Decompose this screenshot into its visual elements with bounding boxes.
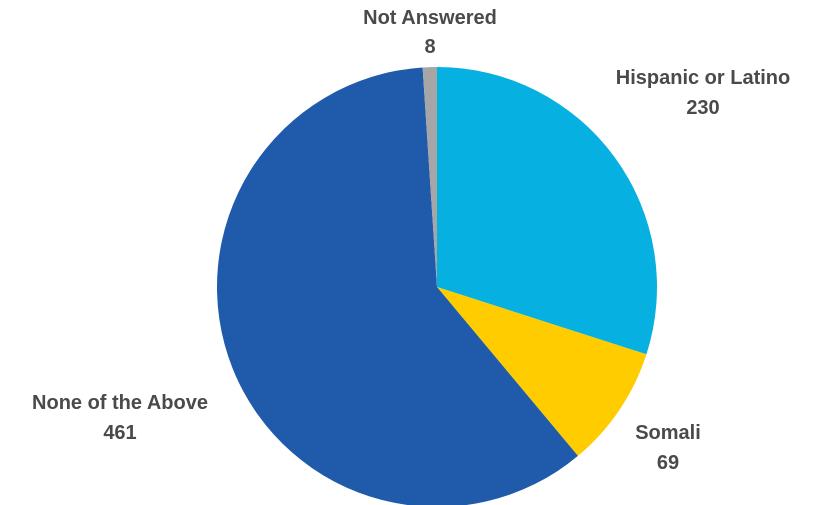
slice-label-none-of-the-above: None of the Above 461 <box>32 392 208 444</box>
slice-label-value: 461 <box>103 422 136 444</box>
pie-slices <box>216 67 657 505</box>
slice-label-name: Hispanic or Latino <box>616 67 790 89</box>
slice-label-somali: Somali 69 <box>635 422 701 474</box>
slice-label-name: Somali <box>635 422 701 444</box>
slice-label-value: 8 <box>424 36 435 58</box>
slice-label-value: 69 <box>657 452 679 474</box>
slice-label-name: Not Answered <box>363 7 497 29</box>
pie-slice-none-of-the-above <box>216 67 578 505</box>
slice-label-value: 230 <box>686 97 719 119</box>
pie-slice-somali <box>437 287 647 456</box>
pie-slice-hispanic-or-latino <box>437 67 657 355</box>
slice-label-not-answered: Not Answered 8 <box>363 7 497 58</box>
pie-slice-not-answered <box>422 67 437 287</box>
slice-label-name: None of the Above <box>32 392 208 414</box>
slice-label-hispanic-or-latino: Hispanic or Latino 230 <box>616 67 790 119</box>
